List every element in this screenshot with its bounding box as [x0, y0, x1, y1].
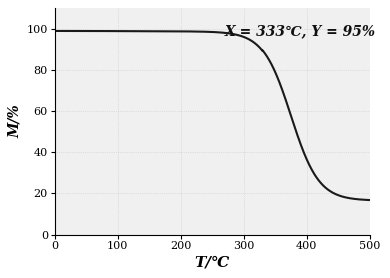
- X-axis label: T/℃: T/℃: [195, 256, 230, 270]
- Y-axis label: M/%: M/%: [8, 105, 22, 138]
- Text: X = 333℃, Y = 95%: X = 333℃, Y = 95%: [225, 24, 376, 38]
